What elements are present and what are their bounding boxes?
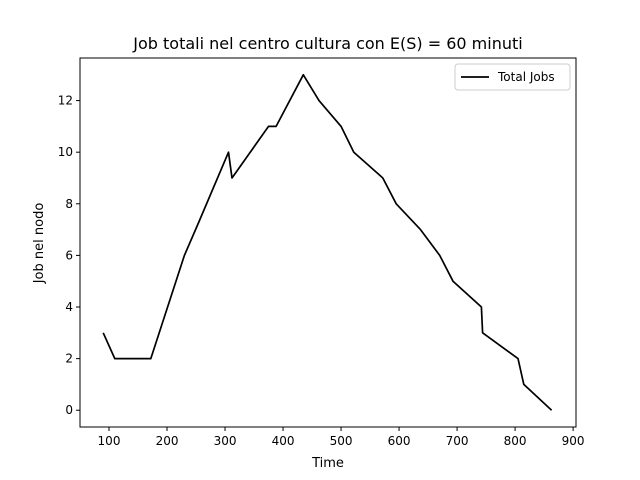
- y-tick-label: 6: [65, 248, 73, 262]
- plot-frame: [79, 57, 577, 428]
- x-tick-label: 600: [388, 434, 411, 448]
- x-tick-label: 800: [504, 434, 527, 448]
- y-axis: 0 2 4 6 8 10 12: [58, 94, 80, 417]
- y-tick-label: 10: [58, 145, 73, 159]
- legend: Total Jobs: [454, 63, 571, 91]
- series-line-total-jobs: [102, 73, 553, 411]
- plot-area: [102, 73, 553, 411]
- x-axis-label: Time: [311, 456, 344, 471]
- y-tick-label: 4: [65, 300, 73, 314]
- chart-title: Job totali nel centro cultura con E(S) =…: [132, 34, 522, 53]
- x-tick-label: 400: [272, 434, 295, 448]
- x-tick-label: 500: [330, 434, 353, 448]
- x-tick-label: 200: [156, 434, 179, 448]
- y-tick-label: 0: [65, 403, 73, 417]
- x-tick-label: 100: [98, 434, 121, 448]
- y-tick-label: 8: [65, 197, 73, 211]
- y-tick-label: 2: [65, 352, 73, 366]
- legend-box: [454, 63, 571, 91]
- x-axis: 100 200 300 400 500 600 700 800 900: [98, 427, 585, 448]
- x-tick-label: 300: [214, 434, 237, 448]
- x-tick-label: 700: [446, 434, 469, 448]
- y-tick-label: 12: [58, 94, 73, 108]
- y-axis-label: Job nel nodo: [32, 203, 47, 285]
- legend-label: Total Jobs: [497, 70, 555, 84]
- x-tick-label: 900: [562, 434, 585, 448]
